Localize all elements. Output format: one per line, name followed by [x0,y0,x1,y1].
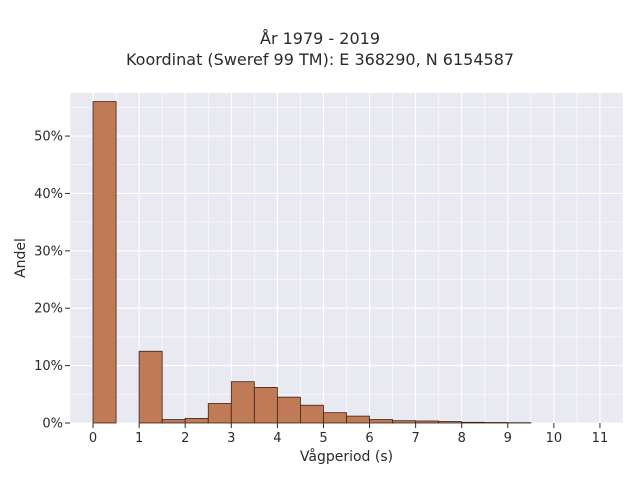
y-axis-label: Andel [13,238,29,278]
histogram-bar [184,418,209,424]
y-tick-label: 30% [34,244,63,259]
x-tick-label: 8 [458,431,466,446]
histogram-bar [369,419,393,424]
histogram-bar [92,101,117,424]
x-tick-label: 9 [504,431,512,446]
x-axis-ticks: 0 1 2 3 4 5 6 7 8 9 10 11 [89,423,608,446]
chart-title-line2: Koordinat (Sweref 99 TM): E 368290, N 61… [125,50,515,69]
x-tick-label: 5 [319,431,327,446]
x-tick-label: 0 [89,431,97,446]
histogram-bar [415,420,440,424]
histogram-bar [253,387,278,424]
histogram-bar [207,403,232,424]
histogram-bar [161,419,186,424]
histogram-bar [392,420,417,424]
x-tick-label: 2 [181,431,189,446]
x-tick-label: 7 [411,431,419,446]
histogram-bar [323,412,347,424]
y-tick-label: 40% [34,187,63,202]
y-tick-label: 0% [42,417,63,432]
y-tick-label: 10% [34,359,63,374]
histogram-bar [346,415,370,424]
y-axis-ticks: 0% 10% 20% 30% 40% 50% [34,130,70,432]
x-tick-label: 1 [135,431,143,446]
histogram-bar [230,381,255,424]
y-tick-label: 20% [34,302,63,317]
x-tick-label: 3 [227,431,235,446]
bars [92,101,532,424]
x-tick-label: 10 [546,431,563,446]
histogram-bar [300,404,324,424]
histogram-bar [138,350,163,424]
x-tick-label: 6 [365,431,373,446]
chart-title: År 1979 - 2019 Koordinat (Sweref 99 TM):… [0,28,640,70]
y-tick-label: 50% [34,130,63,145]
x-axis-label: Vågperiod (s) [300,448,393,465]
histogram-bar [276,396,301,424]
chart-title-line1: År 1979 - 2019 [260,29,380,48]
x-tick-label: 4 [273,431,281,446]
histogram-bar [461,421,486,424]
histogram-bar [438,421,463,424]
x-tick-label: 11 [592,431,609,446]
